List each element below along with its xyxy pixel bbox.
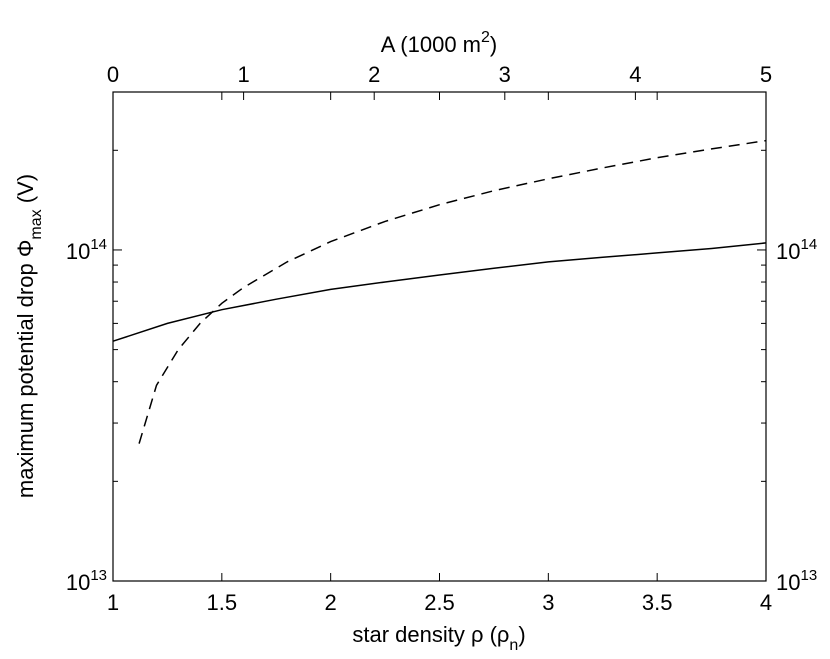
x2-tick-label: 5 xyxy=(760,62,772,87)
series-group xyxy=(112,139,767,444)
x2-tick-label: 0 xyxy=(107,62,119,87)
series-dashed-line xyxy=(138,139,767,444)
plot-area xyxy=(112,91,767,582)
y-tick-label-right: 1013 xyxy=(776,567,817,595)
x-tick-label: 3 xyxy=(542,590,554,615)
x-tick-label: 1 xyxy=(107,590,119,615)
x-tick-label: 3.5 xyxy=(642,590,673,615)
y-tick-label-right: 1014 xyxy=(776,236,817,264)
x-axis-label: star density ρ (ρn) xyxy=(352,622,525,654)
x2-tick-label: 1 xyxy=(237,62,249,87)
series-solid-line xyxy=(112,242,767,342)
x2-tick-label: 3 xyxy=(499,62,511,87)
top-axis-label: A (1000 m2) xyxy=(381,29,498,57)
y-tick-label-left: 1013 xyxy=(66,567,107,595)
y-tick-label-left: 1014 xyxy=(66,236,107,264)
x-tick-label: 2 xyxy=(325,590,337,615)
x-tick-label: 2.5 xyxy=(424,590,455,615)
x2-tick-label: 2 xyxy=(368,62,380,87)
x2-tick-label: 4 xyxy=(629,62,641,87)
axis-ticks xyxy=(112,91,767,582)
x-tick-label: 4 xyxy=(760,590,772,615)
tick-labels: 1 1.5 2 2.5 3 3.5 4 0 1 2 3 4 5 1014 1014 1013 1013 xyxy=(66,62,817,615)
y-axis-label: maximum potential drop Φmax (V) xyxy=(13,174,45,498)
x-tick-label: 1.5 xyxy=(207,590,238,615)
